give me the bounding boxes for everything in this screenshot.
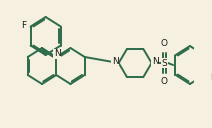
Text: S: S xyxy=(162,58,167,67)
Text: N: N xyxy=(54,50,61,58)
Text: F: F xyxy=(21,21,26,30)
Text: N: N xyxy=(112,57,119,67)
Text: O: O xyxy=(161,40,168,49)
Text: F: F xyxy=(210,73,212,82)
Text: N: N xyxy=(152,57,159,67)
Text: O: O xyxy=(161,77,168,87)
